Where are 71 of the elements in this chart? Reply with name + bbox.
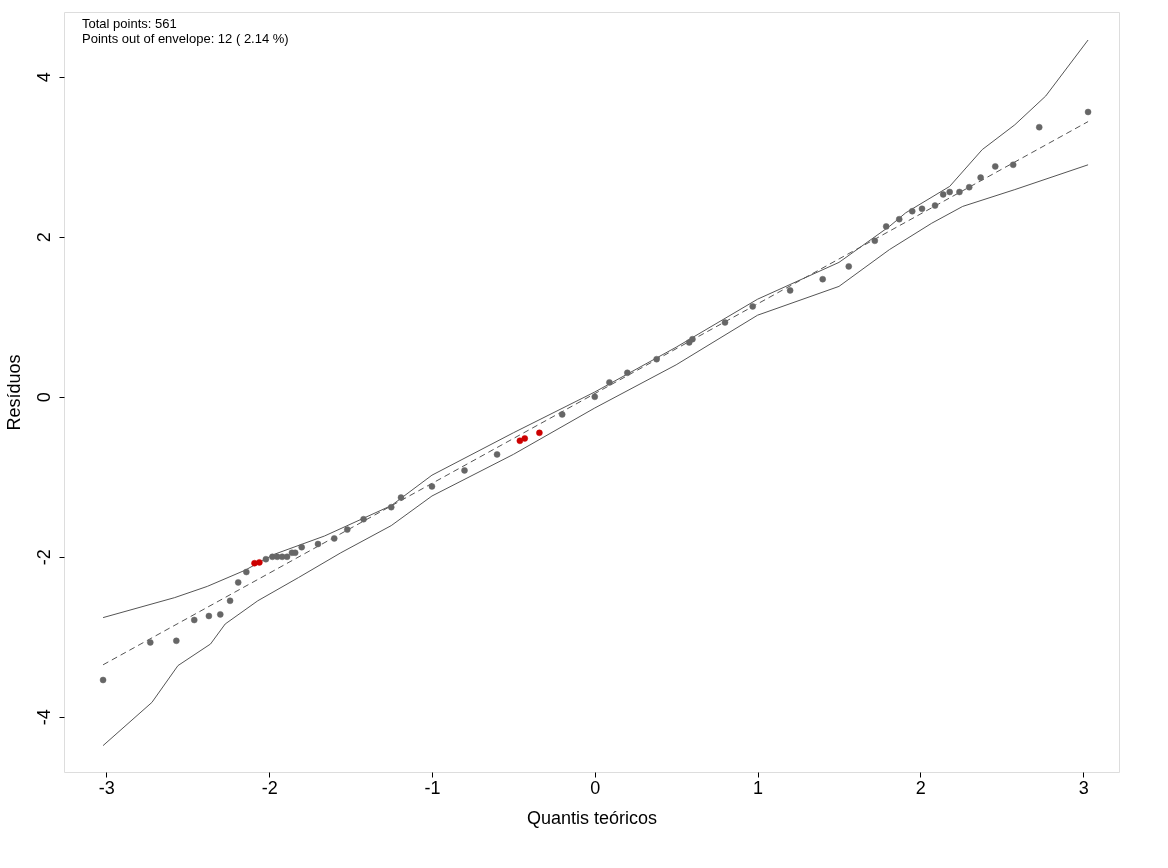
point xyxy=(721,319,729,326)
point xyxy=(191,616,198,624)
x-tick-label: 1 xyxy=(753,777,764,798)
point xyxy=(558,411,566,418)
y-tick-label: 4 xyxy=(33,72,54,83)
x-tick-label: 2 xyxy=(915,777,926,798)
x-tick-label: 3 xyxy=(1078,777,1089,798)
point xyxy=(298,543,305,551)
point xyxy=(749,303,756,310)
point xyxy=(918,205,926,213)
point xyxy=(1084,108,1092,116)
point xyxy=(536,429,543,437)
point xyxy=(243,568,250,576)
point xyxy=(217,611,224,618)
point xyxy=(882,223,890,230)
y-tick-label: 0 xyxy=(33,392,54,403)
line-series xyxy=(102,164,1089,747)
x-tick-label: -3 xyxy=(98,777,115,798)
point xyxy=(521,435,528,442)
point xyxy=(493,451,501,458)
y-tick-label: 2 xyxy=(33,232,54,243)
point xyxy=(516,437,524,445)
point xyxy=(956,188,963,196)
point xyxy=(256,559,263,566)
point xyxy=(360,515,367,523)
point xyxy=(262,555,270,563)
point xyxy=(428,483,436,490)
point xyxy=(819,275,826,283)
point xyxy=(99,676,107,684)
point xyxy=(269,553,276,561)
point xyxy=(461,467,468,474)
point xyxy=(606,379,613,386)
point xyxy=(871,237,879,245)
point xyxy=(173,637,180,645)
point xyxy=(234,579,242,586)
x-tick-label: -2 xyxy=(261,777,278,798)
point xyxy=(931,202,939,209)
point xyxy=(397,494,405,501)
point xyxy=(786,287,794,294)
x-axis-title: Quantis teóricos xyxy=(526,807,658,828)
point xyxy=(331,535,338,542)
point xyxy=(314,540,322,548)
point xyxy=(965,183,973,191)
annotation: Total points: 561 xyxy=(82,16,177,31)
y-tick-label: -4 xyxy=(33,709,54,726)
point xyxy=(1009,161,1017,169)
y-axis-title: Resíduos xyxy=(3,354,24,431)
x-tick-label: 0 xyxy=(590,777,601,798)
point xyxy=(591,393,599,401)
x-tick-label: -1 xyxy=(424,777,441,798)
point xyxy=(624,369,631,377)
point xyxy=(908,207,916,215)
point xyxy=(653,355,660,363)
point xyxy=(147,639,154,646)
point xyxy=(251,559,258,567)
y-tick-label: -2 xyxy=(33,549,54,566)
point xyxy=(977,174,984,181)
annotation: Points out of envelope: 12 ( 2.14 %) xyxy=(82,31,289,46)
point xyxy=(939,191,947,198)
point xyxy=(344,526,351,533)
point xyxy=(992,163,999,170)
point xyxy=(689,335,696,343)
point xyxy=(226,597,234,605)
point xyxy=(946,188,953,196)
point xyxy=(845,263,852,270)
point xyxy=(274,553,281,561)
point xyxy=(895,215,903,223)
point xyxy=(388,503,395,511)
point xyxy=(205,612,213,620)
point xyxy=(283,553,291,561)
point xyxy=(1035,123,1043,131)
